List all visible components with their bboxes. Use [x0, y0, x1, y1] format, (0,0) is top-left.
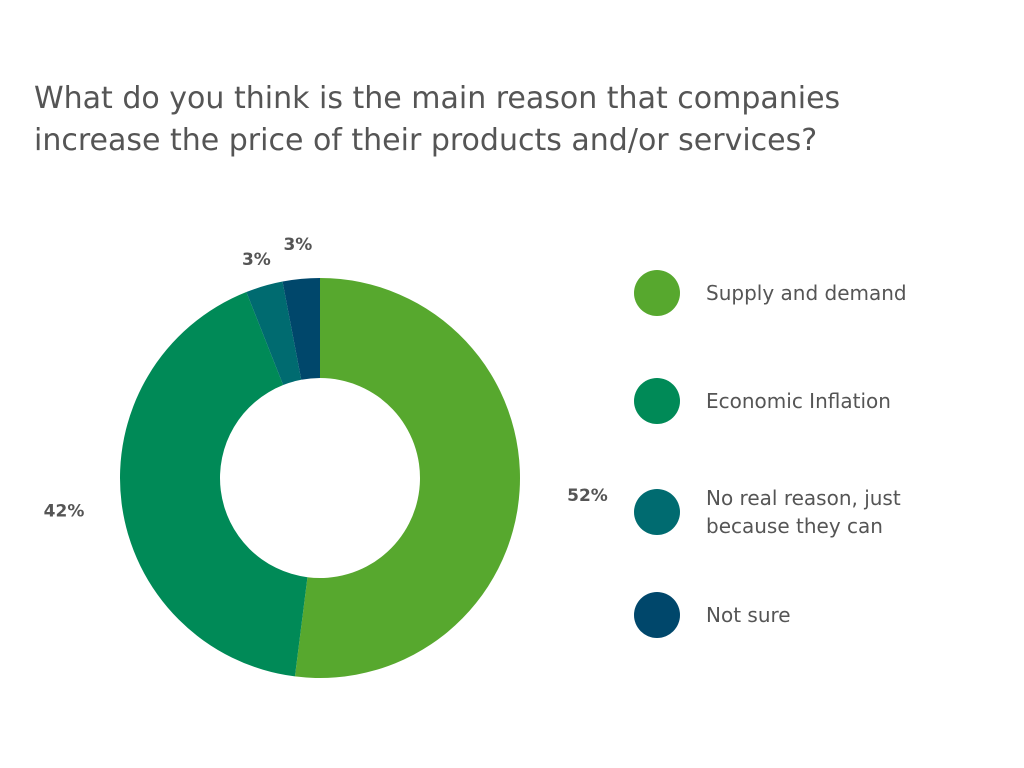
legend-item: No real reason, just because they can [634, 484, 946, 540]
donut-slice-2 [120, 292, 308, 677]
donut-slice-3 [246, 281, 302, 386]
legend-swatch [634, 592, 680, 638]
data-label: 3% [242, 250, 271, 270]
legend-item: Economic Inflation [634, 378, 946, 424]
legend-label: Economic Inflation [706, 389, 891, 413]
legend-label: No real reason, just because they can [706, 486, 901, 538]
legend-item: Supply and demand [634, 270, 946, 316]
data-label: 52% [567, 486, 608, 506]
donut-slice-1 [294, 278, 521, 678]
legend-item: Not sure [634, 592, 946, 638]
data-label: 42% [44, 501, 85, 521]
data-label: 3% [283, 235, 312, 255]
legend-label: Supply and demand [706, 281, 907, 305]
chart-title: What do you think is the main reason tha… [34, 81, 841, 158]
legend-swatch [634, 378, 680, 424]
legend-swatch [634, 489, 680, 535]
legend-swatch [634, 270, 680, 316]
legend-label: Not sure [706, 603, 791, 627]
donut-slice-4 [282, 278, 320, 380]
